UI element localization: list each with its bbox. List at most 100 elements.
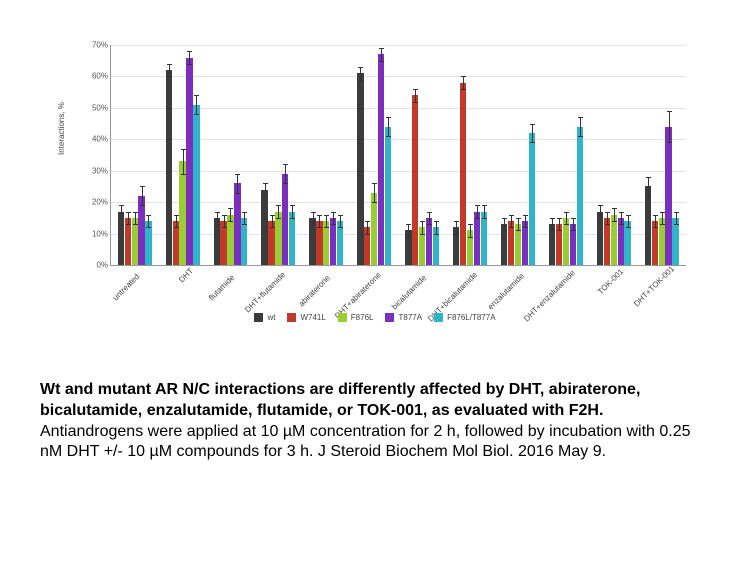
chart-error-cap: [530, 142, 535, 143]
chart-ytick: 60%: [92, 72, 111, 81]
chart-error-cap: [461, 76, 466, 77]
chart-error-cap: [674, 224, 679, 225]
chart-bar: [597, 212, 603, 265]
chart-error-bar: [230, 208, 231, 221]
chart-error-cap: [146, 227, 151, 228]
chart-error-cap: [167, 64, 172, 65]
chart-error-cap: [523, 227, 528, 228]
chart-error-cap: [502, 230, 507, 231]
chart-error-bar: [436, 221, 437, 234]
chart-error-bar: [196, 95, 197, 114]
chart-error-bar: [292, 205, 293, 218]
chart-category-group: [207, 45, 255, 265]
chart-category-group: [111, 45, 159, 265]
chart-error-cap: [386, 117, 391, 118]
chart-error-bar: [662, 212, 663, 225]
chart-error-cap: [420, 234, 425, 235]
caption-body: Antiandrogens were applied at 10 µM conc…: [40, 423, 691, 461]
chart-bar: [611, 215, 617, 265]
chart-error-cap: [290, 205, 295, 206]
chart-ytick: 20%: [92, 198, 111, 207]
chart-error-cap: [461, 89, 466, 90]
chart-error-cap: [598, 205, 603, 206]
chart-error-cap: [653, 227, 658, 228]
chart-error-bar: [360, 67, 361, 80]
chart-error-cap: [270, 215, 275, 216]
chart-error-cap: [215, 224, 220, 225]
chart-error-cap: [468, 224, 473, 225]
chart-error-cap: [365, 234, 370, 235]
chart-error-cap: [358, 67, 363, 68]
chart-error-bar: [326, 215, 327, 228]
chart-error-cap: [427, 212, 432, 213]
chart-ytick: 70%: [92, 41, 111, 50]
chart-error-cap: [619, 212, 624, 213]
chart-category-group: [351, 45, 399, 265]
chart-error-cap: [338, 227, 343, 228]
chart-error-bar: [559, 218, 560, 231]
chart-error-cap: [454, 221, 459, 222]
chart-ytick: 50%: [92, 103, 111, 112]
chart-error-cap: [646, 177, 651, 178]
chart-ytick: 0%: [96, 261, 111, 270]
chart-error-bar: [477, 205, 478, 218]
chart-bar: [234, 183, 240, 265]
chart-error-bar: [655, 215, 656, 228]
chart-ytick: 30%: [92, 166, 111, 175]
chart-error-bar: [285, 164, 286, 183]
chart-error-bar: [374, 183, 375, 202]
chart-error-cap: [660, 212, 665, 213]
chart-error-bar: [628, 215, 629, 228]
chart-error-cap: [324, 227, 329, 228]
chart-error-cap: [619, 224, 624, 225]
chart-bar: [412, 95, 418, 265]
chart-x-label: TOK-001: [596, 267, 625, 296]
chart-error-cap: [379, 61, 384, 62]
chart-error-cap: [598, 218, 603, 219]
chart-x-label: bicalutamide: [390, 273, 428, 311]
chart-error-cap: [454, 234, 459, 235]
legend-label: F876L: [351, 313, 374, 322]
chart-error-bar: [224, 215, 225, 228]
chart-bar: [282, 174, 288, 265]
chart-error-bar: [456, 221, 457, 234]
chart-error-bar: [381, 48, 382, 61]
chart-error-cap: [626, 227, 631, 228]
chart-error-cap: [482, 205, 487, 206]
legend-item: wt: [254, 313, 275, 322]
chart-category-group: [590, 45, 638, 265]
chart-error-cap: [475, 205, 480, 206]
chart-error-cap: [413, 102, 418, 103]
chart-error-cap: [646, 196, 651, 197]
chart-category-group: [542, 45, 590, 265]
chart-error-cap: [379, 48, 384, 49]
chart-error-cap: [276, 218, 281, 219]
chart: Interactions, % 0%10%20%30%40%50%60%70%u…: [55, 45, 695, 315]
chart-error-bar: [525, 215, 526, 228]
chart-error-cap: [516, 230, 521, 231]
chart-error-cap: [413, 89, 418, 90]
chart-error-bar: [621, 212, 622, 225]
chart-error-bar: [183, 149, 184, 174]
chart-bar: [529, 133, 535, 265]
chart-error-bar: [614, 208, 615, 221]
chart-error-cap: [434, 234, 439, 235]
chart-error-cap: [564, 224, 569, 225]
chart-error-cap: [509, 215, 514, 216]
legend-label: W741L: [300, 313, 325, 322]
chart-error-cap: [263, 183, 268, 184]
chart-x-label: flutamide: [207, 273, 236, 302]
chart-bar: [371, 193, 377, 265]
chart-error-cap: [578, 117, 583, 118]
chart-error-cap: [338, 215, 343, 216]
chart-error-bar: [237, 174, 238, 193]
chart-error-cap: [653, 215, 658, 216]
chart-bar: [385, 127, 391, 265]
chart-error-cap: [557, 230, 562, 231]
chart-bar: [118, 212, 124, 265]
chart-y-axis-label: Interactions, %: [57, 102, 66, 155]
chart-error-cap: [557, 218, 562, 219]
chart-error-cap: [578, 136, 583, 137]
chart-error-bar: [169, 64, 170, 77]
legend-item: W741L: [287, 313, 325, 322]
